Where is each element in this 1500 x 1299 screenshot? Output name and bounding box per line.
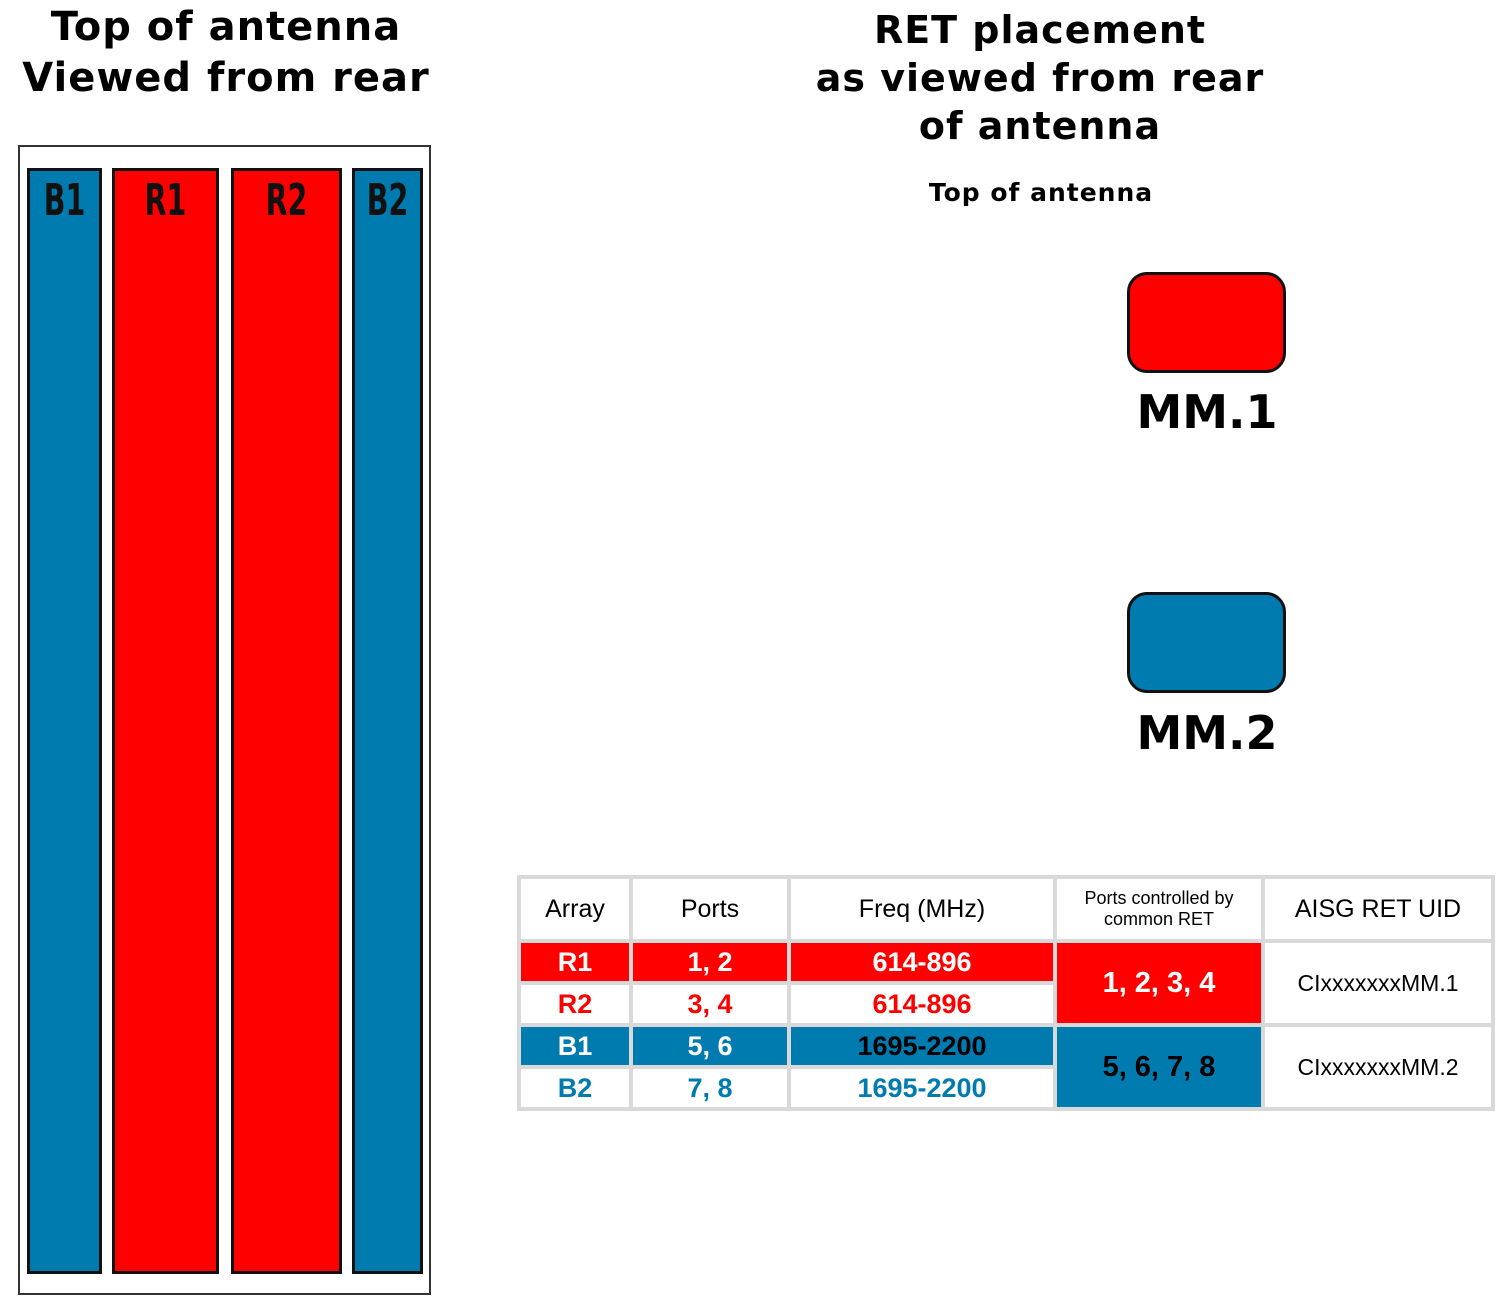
array-label-r1: R1 <box>144 175 187 226</box>
row-r1-freq: 614-896 <box>791 943 1053 981</box>
array-label-b2: B2 <box>366 175 409 226</box>
row-b1-ports: 5, 6 <box>633 1027 787 1065</box>
table-row: R1 1, 2 614-896 1, 2, 3, 4 CIxxxxxxxMM.1 <box>521 943 1491 1023</box>
right-title: RET placement as viewed from rear of ant… <box>800 6 1280 150</box>
left-title-line-2: Viewed from rear <box>22 55 430 101</box>
header-array: Array <box>521 879 629 939</box>
row-b2-array: B2 <box>521 1069 629 1107</box>
table-row: B2 7, 8 1695-2200 <box>521 1069 1491 1107</box>
group-1-uid: CIxxxxxxxMM.1 <box>1265 943 1491 1023</box>
ret-label-mm2: MM.2 <box>1136 706 1278 760</box>
ret-box-mm1 <box>1127 272 1286 373</box>
right-title-line-3: of antenna <box>918 104 1162 148</box>
array-column-b2: B2 <box>352 168 423 1274</box>
row-r1-ports: 1, 2 <box>633 943 787 981</box>
header-freq: Freq (MHz) <box>791 879 1053 939</box>
left-title: Top of antenna Viewed from rear <box>0 2 452 104</box>
array-label-r2: R2 <box>265 175 308 226</box>
antenna-frame <box>18 145 431 1295</box>
array-column-r2: R2 <box>231 168 342 1274</box>
group-2-uid: CIxxxxxxxMM.2 <box>1265 1027 1491 1107</box>
table-row: B1 5, 6 1695-2200 5, 6, 7, 8 CIxxxxxxxMM… <box>521 1027 1491 1107</box>
array-column-b1: B1 <box>27 168 102 1274</box>
table-row: R2 3, 4 614-896 <box>521 985 1491 1023</box>
array-column-r1: R1 <box>112 168 219 1274</box>
header-uid: AISG RET UID <box>1265 879 1491 939</box>
group-1-ports: 1, 2, 3, 4 <box>1057 943 1261 1023</box>
ret-box-mm2 <box>1127 592 1286 693</box>
row-b2-freq: 1695-2200 <box>791 1069 1053 1107</box>
top-of-antenna-label: Top of antenna <box>928 178 1154 207</box>
row-b2-ports: 7, 8 <box>633 1069 787 1107</box>
left-title-line-1: Top of antenna <box>50 4 402 50</box>
row-r1-array: R1 <box>521 943 629 981</box>
row-b1-freq: 1695-2200 <box>791 1027 1053 1065</box>
right-title-line-2: as viewed from rear <box>815 56 1265 100</box>
array-label-b1: B1 <box>43 175 86 226</box>
row-r2-ports: 3, 4 <box>633 985 787 1023</box>
right-title-line-1: RET placement <box>873 8 1207 52</box>
header-ports: Ports <box>633 879 787 939</box>
port-table: Array Ports Freq (MHz) Ports controlled … <box>517 875 1495 1111</box>
ret-label-mm1: MM.1 <box>1136 385 1278 439</box>
header-common-ret: Ports controlled by common RET <box>1057 879 1261 939</box>
row-b1-array: B1 <box>521 1027 629 1065</box>
row-r2-array: R2 <box>521 985 629 1023</box>
group-2-ports: 5, 6, 7, 8 <box>1057 1027 1261 1107</box>
row-r2-freq: 614-896 <box>791 985 1053 1023</box>
table-header-row: Array Ports Freq (MHz) Ports controlled … <box>521 879 1491 939</box>
